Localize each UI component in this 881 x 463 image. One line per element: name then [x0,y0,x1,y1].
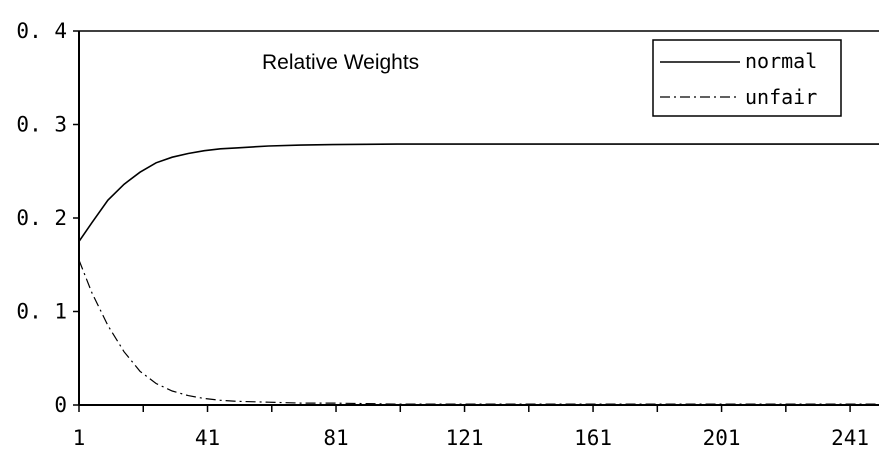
y-tick-label: 0. 3 [16,113,67,137]
x-tick-label: 241 [831,426,869,450]
x-tick-label: 201 [703,426,741,450]
y-tick-label: 0. 4 [16,19,67,43]
series-line-unfair [78,259,879,405]
x-tick-label: 81 [323,426,348,450]
legend: normal unfair [652,39,842,117]
y-tick-label: 0. 2 [16,206,67,230]
legend-label-normal: normal [745,49,817,73]
chart-annotation: Relative Weights [262,51,419,74]
x-tick-label: 121 [446,426,484,450]
legend-label-unfair: unfair [745,85,817,109]
series-line-normal [78,143,879,242]
y-tick-label: 0. 1 [16,300,67,324]
y-tick-label: 0 [54,393,67,417]
y-ticks: 0 0. 1 0. 2 0. 3 0. 4 [16,19,79,417]
x-tick-label: 41 [195,426,220,450]
legend-box [652,39,842,117]
series-group [78,143,879,405]
x-ticks: 1 41 81 121 161 201 241 [73,405,869,450]
x-tick-label: 161 [574,426,612,450]
x-tick-label: 1 [73,426,86,450]
